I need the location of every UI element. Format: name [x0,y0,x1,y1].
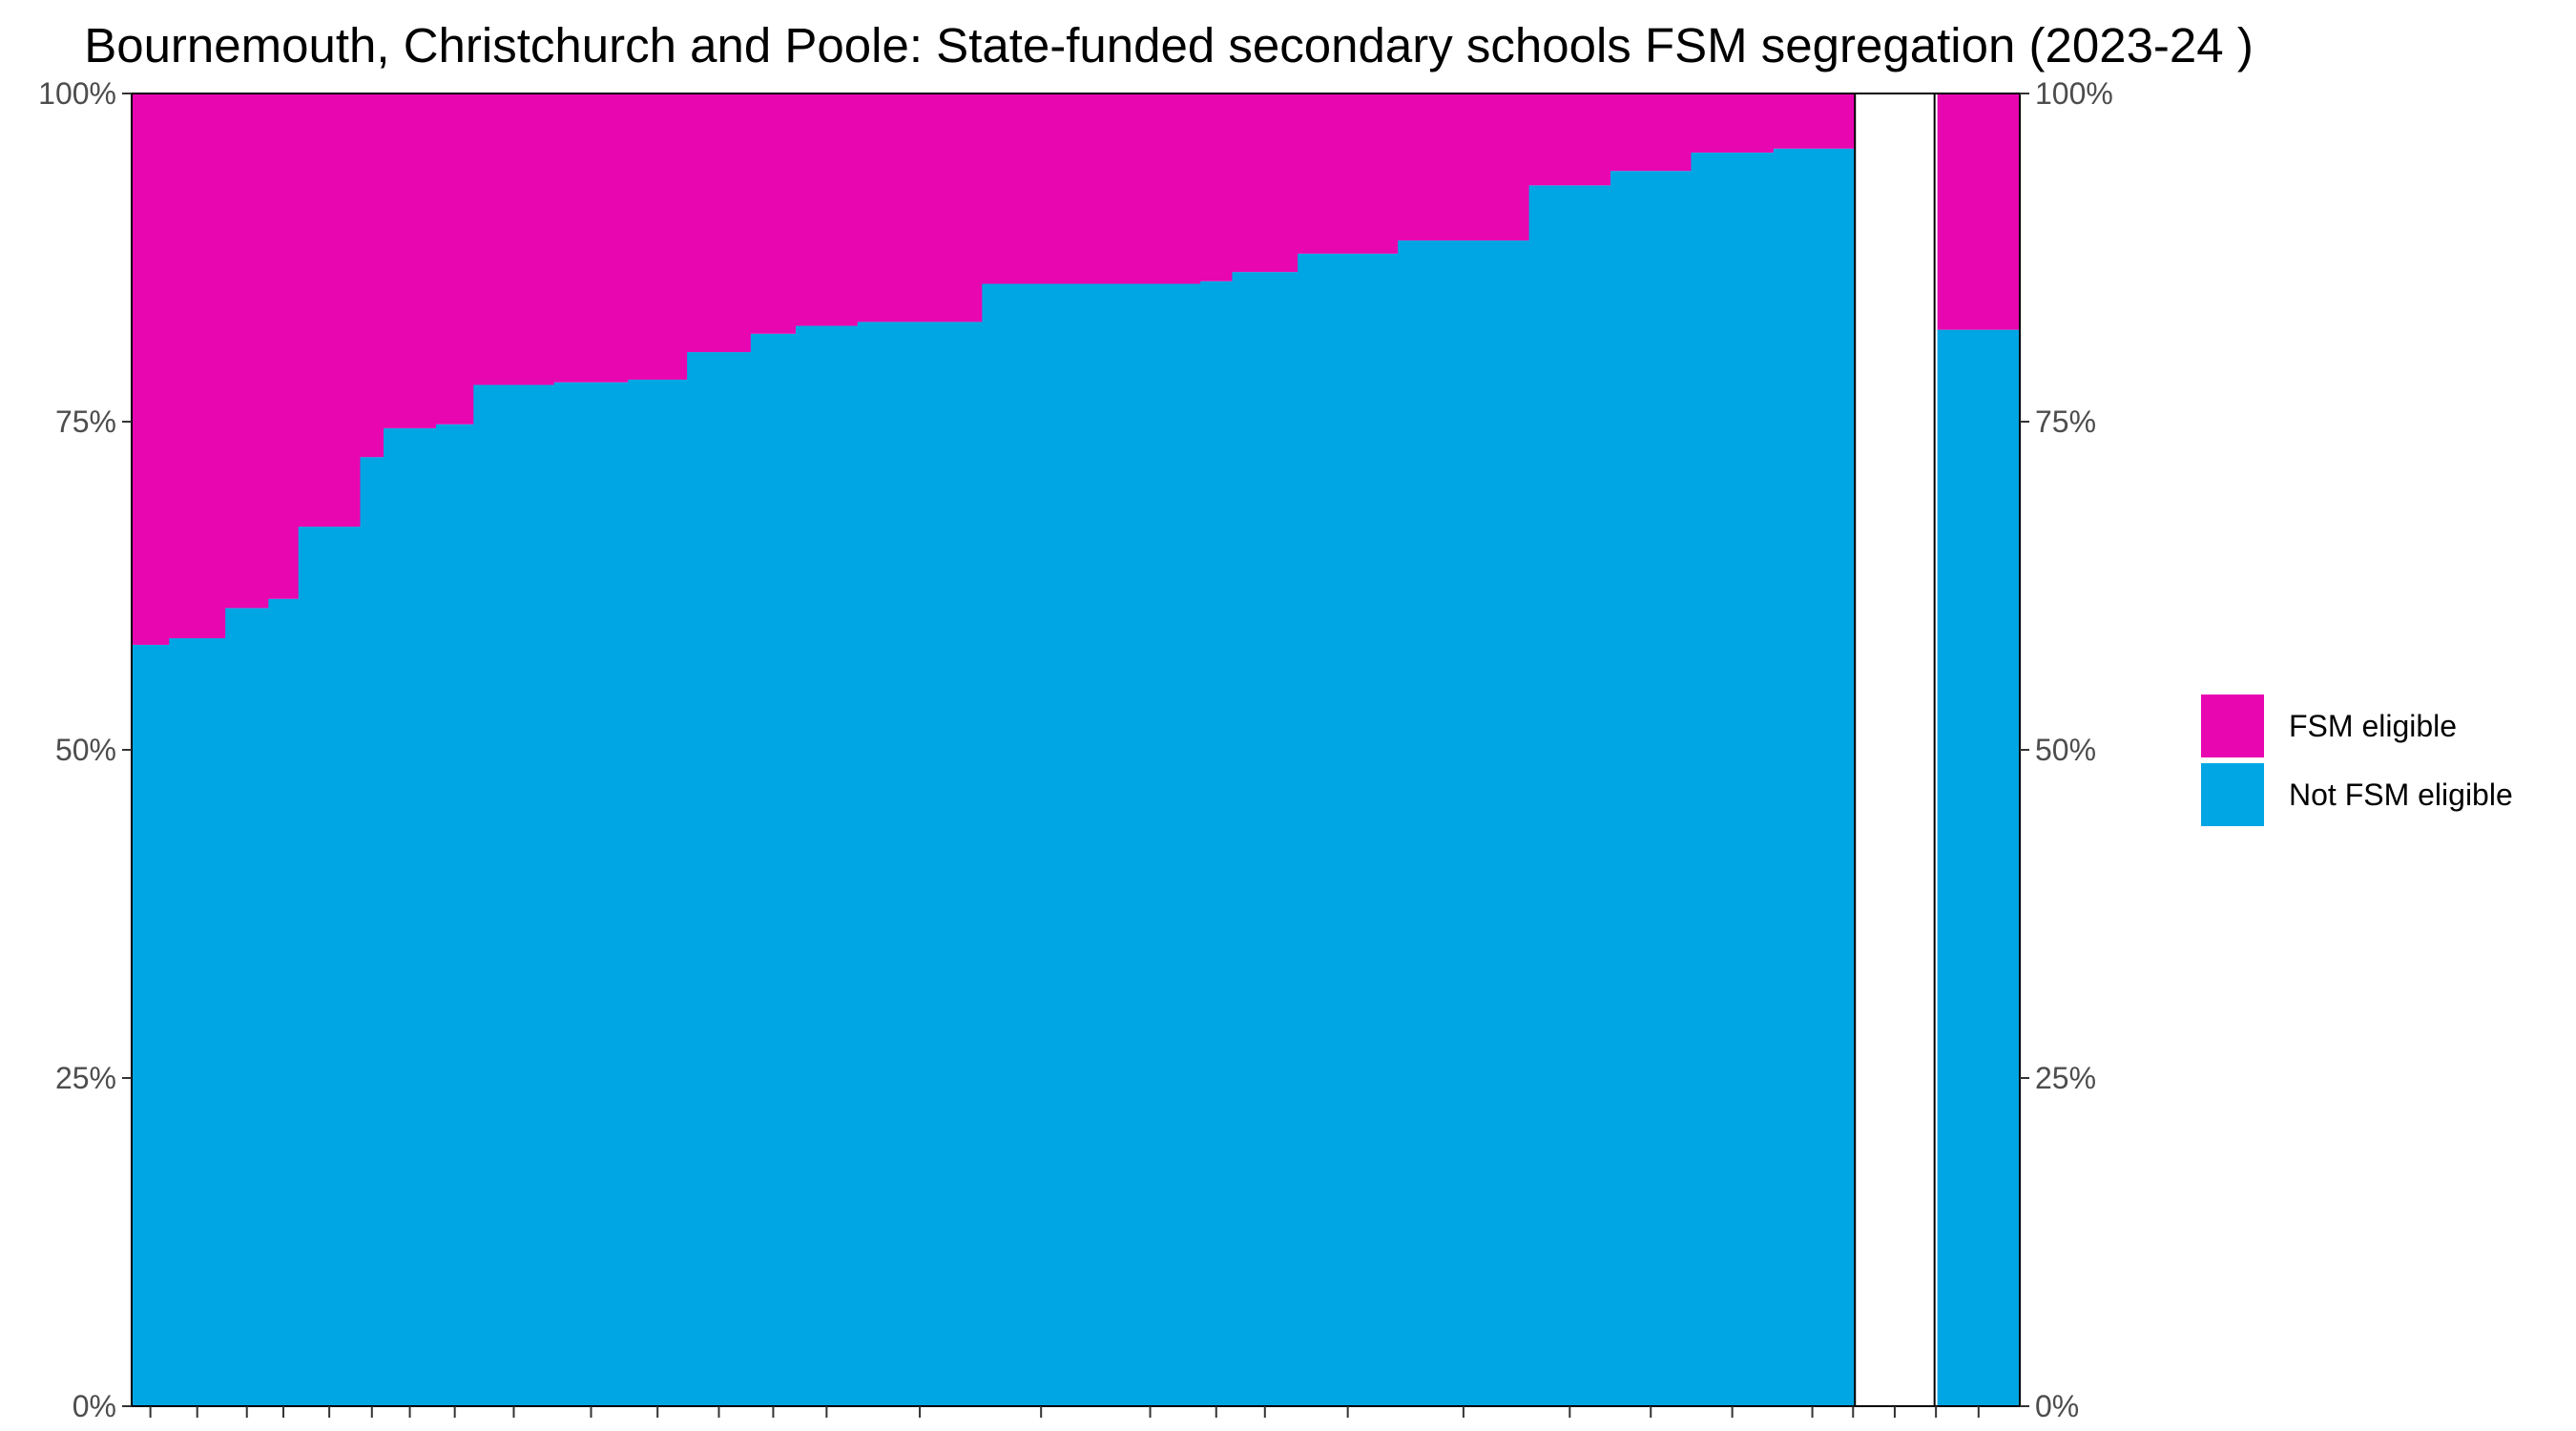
right-y-tick-label-3: 75% [2035,404,2096,439]
bar-fsm-1 [132,93,170,645]
bar-not-fsm-7 [384,427,437,1406]
bar-fsm-2 [169,93,226,639]
bar-not-fsm-29 [1937,329,2021,1407]
legend-label-1: FSM eligible [2289,709,2457,743]
bar-fsm-25 [1773,93,1852,149]
left-y-tick-label-4: 100% [38,76,116,111]
chart-title: Bournemouth, Christchurch and Poole: Sta… [84,18,2254,73]
bar-fsm-29 [1937,93,2021,330]
bar-fsm-15 [857,93,983,322]
legend-swatch-2 [2201,763,2264,826]
bars-layer [132,93,2021,1407]
bar-fsm-4 [268,93,300,599]
bar-fsm-11 [628,93,688,380]
right-y-tick-label-1: 25% [2035,1061,2096,1095]
bar-fsm-21 [1398,93,1530,241]
bar-not-fsm-1 [132,644,170,1406]
bar-fsm-26 [1851,93,1856,149]
left-y-tick-label-2: 50% [55,733,116,767]
bar-fsm-24 [1691,93,1775,153]
bar-fsm-17 [1100,93,1201,284]
bar-not-fsm-5 [298,527,362,1406]
bar-not-fsm-23 [1610,171,1693,1407]
bar-not-fsm-26 [1851,148,1856,1407]
bar-not-fsm-10 [553,382,629,1407]
bar-not-fsm-22 [1528,185,1611,1406]
left-y-tick-label-3: 75% [55,404,116,439]
bar-not-fsm-15 [857,321,983,1406]
bar-not-fsm-12 [687,352,752,1406]
bar-fsm-19 [1232,93,1298,273]
bar-not-fsm-24 [1691,152,1775,1406]
bar-not-fsm-18 [1200,280,1234,1406]
bar-not-fsm-25 [1773,148,1852,1407]
right-y-tick-label-0: 0% [2035,1389,2079,1423]
axes-layer: 0% 0% 25% 25% 50% 50% 75% 75% 100% 100% [38,76,2113,1423]
bar-fsm-9 [473,93,555,385]
left-y-tick-label-0: 0% [73,1389,116,1423]
bar-not-fsm-14 [795,325,859,1406]
empty-bar-outline [1854,93,1936,1407]
left-y-tick-label-1: 25% [55,1061,116,1095]
bar-not-fsm-4 [268,598,300,1406]
bar-fsm-18 [1200,93,1234,281]
right-y-tick-label-2: 50% [2035,733,2096,767]
bar-fsm-5 [298,93,362,528]
bar-fsm-13 [750,93,797,334]
legend: FSM eligible Not FSM eligible [2201,695,2513,826]
bar-not-fsm-3 [225,608,269,1406]
bar-fsm-6 [360,93,384,458]
legend-swatch-1 [2201,695,2264,757]
bar-fsm-22 [1528,93,1611,186]
bar-not-fsm-8 [436,424,474,1407]
bar-fsm-20 [1298,93,1399,254]
bar-fsm-7 [384,93,437,428]
bar-not-fsm-20 [1298,253,1399,1406]
bar-fsm-16 [982,93,1101,284]
bar-not-fsm-11 [628,379,688,1406]
bar-not-fsm-21 [1398,240,1530,1406]
bar-not-fsm-17 [1100,283,1201,1406]
bar-not-fsm-2 [169,638,226,1406]
bar-fsm-14 [795,93,859,326]
bar-fsm-8 [436,93,474,425]
bar-not-fsm-6 [360,457,384,1407]
bar-not-fsm-13 [750,333,797,1407]
bar-fsm-10 [553,93,629,383]
bar-fsm-12 [687,93,752,353]
bar-fsm-23 [1610,93,1693,172]
bar-fsm-3 [225,93,269,609]
legend-label-2: Not FSM eligible [2289,778,2513,812]
right-y-tick-label-4: 100% [2035,76,2113,111]
bar-not-fsm-19 [1232,272,1298,1406]
bar-not-fsm-16 [982,283,1101,1406]
bar-not-fsm-9 [473,384,555,1407]
